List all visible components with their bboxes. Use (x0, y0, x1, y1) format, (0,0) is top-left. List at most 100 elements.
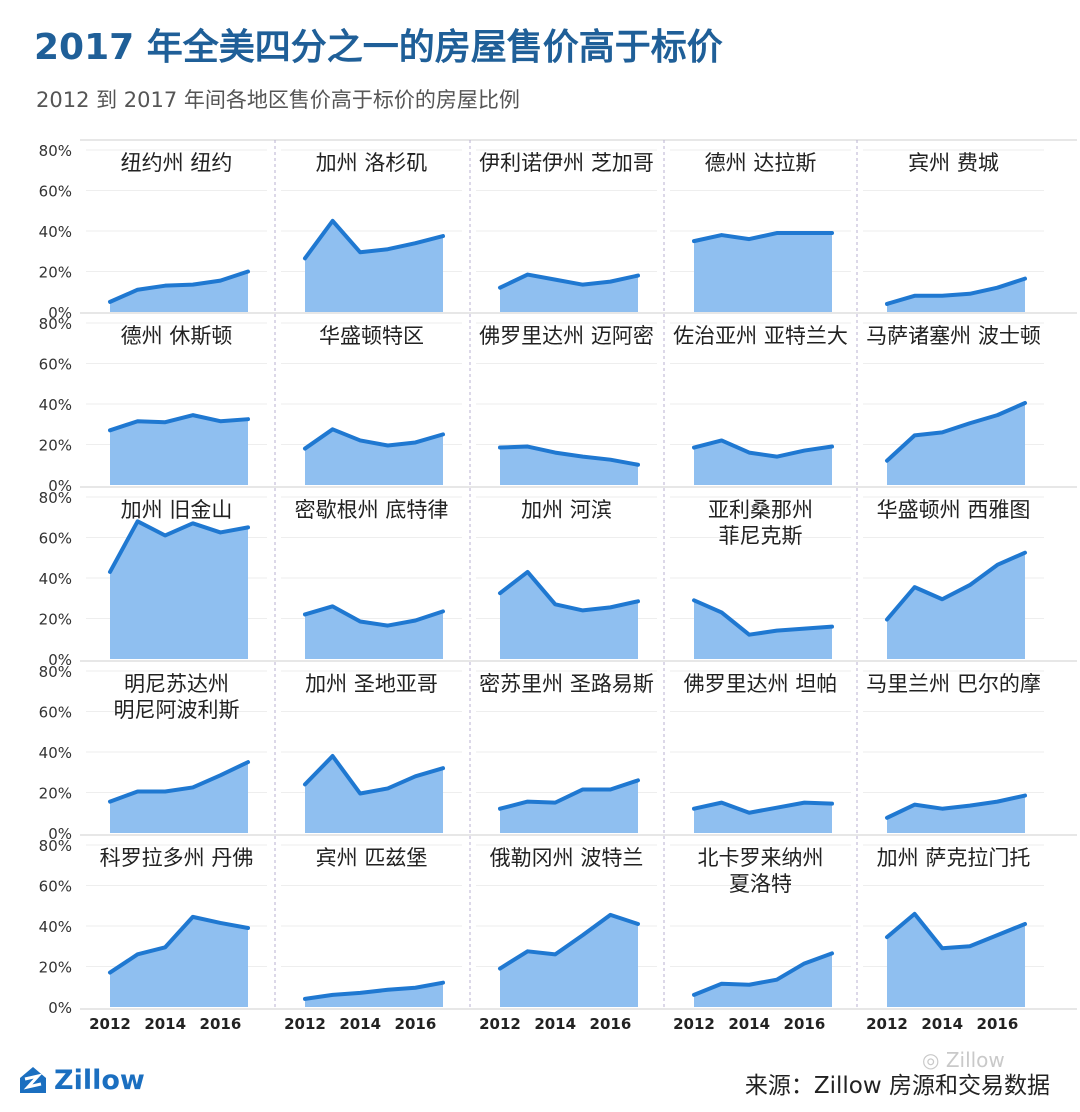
panel-title: 俄勒冈州 波特兰 (490, 846, 644, 870)
y-tick-label: 20% (39, 959, 72, 977)
area-fill (887, 402, 1025, 485)
series-line (692, 598, 834, 637)
chart-title: 2017 年全美四分之一的房屋售价高于标价 (34, 27, 723, 68)
panel-10: 马萨诸塞州 波士顿 (863, 322, 1044, 485)
watermark: ◎ Zillow (922, 1048, 1005, 1072)
series-line (692, 438, 834, 459)
logo-text: Zillow (54, 1064, 145, 1096)
y-tick-label: 40% (39, 744, 72, 762)
panel-title: 佛罗里达州 坦帕 (684, 672, 838, 696)
y-tick-label: 0% (48, 999, 72, 1017)
panel-11: 加州 旧金山 (86, 496, 267, 659)
panel-title: 宾州 匹兹堡 (316, 846, 428, 870)
y-tick-label: 40% (39, 918, 72, 936)
y-tick-label: 20% (39, 437, 72, 455)
y-tick-label: 20% (39, 264, 72, 282)
area-fill (110, 521, 248, 659)
panel-19: 佛罗里达州 坦帕 (670, 670, 851, 833)
series-line (303, 604, 445, 628)
panel-title: 密歇根州 底特律 (295, 498, 449, 522)
x-tick-label: 2014 (144, 1015, 186, 1033)
x-tick-label: 2012 (866, 1015, 908, 1033)
y-tick-label: 80% (39, 489, 72, 507)
series-line (108, 413, 250, 433)
series-line (885, 550, 1027, 622)
panel-8: 佛罗里达州 迈阿密 (476, 322, 657, 485)
y-tick-label: 80% (39, 837, 72, 855)
area-fill (694, 233, 832, 312)
x-tick-label: 2014 (728, 1015, 770, 1033)
series-line (692, 800, 834, 815)
x-tick-label: 2016 (395, 1015, 437, 1033)
x-tick-label: 2016 (200, 1015, 242, 1033)
panel-title: 加州 圣地亚哥 (305, 672, 438, 696)
panel-22: 宾州 匹兹堡 (281, 844, 462, 1007)
series-line (303, 218, 445, 261)
series-line (692, 951, 834, 997)
series-line (498, 444, 640, 467)
panel-12: 密歇根州 底特律 (281, 496, 462, 659)
area-fill (305, 606, 443, 659)
panel-title: 北卡罗来纳州 (698, 846, 824, 870)
y-tick-label: 60% (39, 704, 72, 722)
area-fill (500, 780, 638, 833)
series-line (108, 519, 250, 574)
series-line (303, 427, 445, 451)
panel-title: 菲尼克斯 (719, 524, 803, 548)
source-note: 来源：Zillow 房源和交易数据 (744, 1073, 1050, 1099)
panel-title: 华盛顿州 西雅图 (877, 498, 1031, 522)
area-fill (887, 552, 1025, 659)
panel-20: 马里兰州 巴尔的摩 (863, 670, 1044, 833)
y-tick-label: 40% (39, 570, 72, 588)
y-tick-label: 40% (39, 223, 72, 241)
panel-5: 宾州 费城 (863, 149, 1044, 312)
area-fill (305, 220, 443, 312)
x-tick-label: 2016 (977, 1015, 1019, 1033)
y-tick-label: 60% (39, 878, 72, 896)
panel-title: 伊利诺伊州 芝加哥 (479, 151, 654, 175)
area-fill (305, 429, 443, 485)
panel-9: 佐治亚州 亚特兰大 (670, 322, 851, 485)
panel-title: 马萨诸塞州 波士顿 (866, 324, 1041, 348)
chart-subtitle: 2012 到 2017 年间各地区售价高于标价的房屋比例 (36, 88, 520, 112)
area-fill (694, 953, 832, 1007)
y-tick-label: 80% (39, 663, 72, 681)
zillow-logo: Zillow (18, 1062, 145, 1098)
panel-title: 明尼苏达州 (124, 672, 229, 696)
x-tick-label: 2016 (784, 1015, 826, 1033)
panel-15: 华盛顿州 西雅图 (863, 496, 1044, 659)
area-fill (500, 571, 638, 659)
x-tick-label: 2014 (921, 1015, 963, 1033)
x-tick-label: 2012 (284, 1015, 326, 1033)
y-tick-label: 0% (48, 651, 72, 669)
panel-title: 亚利桑那州 (708, 498, 813, 522)
series-line (108, 914, 250, 975)
panel-title: 夏洛特 (729, 872, 792, 896)
panel-2: 加州 洛杉矶 (281, 149, 462, 312)
panel-23: 俄勒冈州 波特兰 (476, 844, 657, 1007)
series-line (303, 754, 445, 796)
series-line (303, 980, 445, 1001)
series-line (108, 269, 250, 304)
panel-1: 纽约州 纽约 (86, 149, 267, 312)
y-tick-label: 40% (39, 396, 72, 414)
panel-18: 密苏里州 圣路易斯 (476, 670, 657, 833)
panel-17: 加州 圣地亚哥 (281, 670, 462, 833)
panel-title: 宾州 费城 (908, 151, 999, 175)
x-tick-label: 2014 (339, 1015, 381, 1033)
panel-title: 加州 河滨 (521, 498, 612, 522)
series-line (498, 778, 640, 811)
x-tick-label: 2016 (590, 1015, 632, 1033)
area-fill (694, 440, 832, 485)
y-tick-label: 20% (39, 611, 72, 629)
area-fill (694, 802, 832, 833)
y-tick-label: 0% (48, 477, 72, 495)
panel-7: 华盛顿特区 (281, 322, 462, 485)
area-fill (887, 795, 1025, 833)
series-line (692, 231, 834, 244)
panel-title: 加州 洛杉矶 (316, 151, 428, 175)
panel-title: 华盛顿特区 (319, 324, 424, 348)
